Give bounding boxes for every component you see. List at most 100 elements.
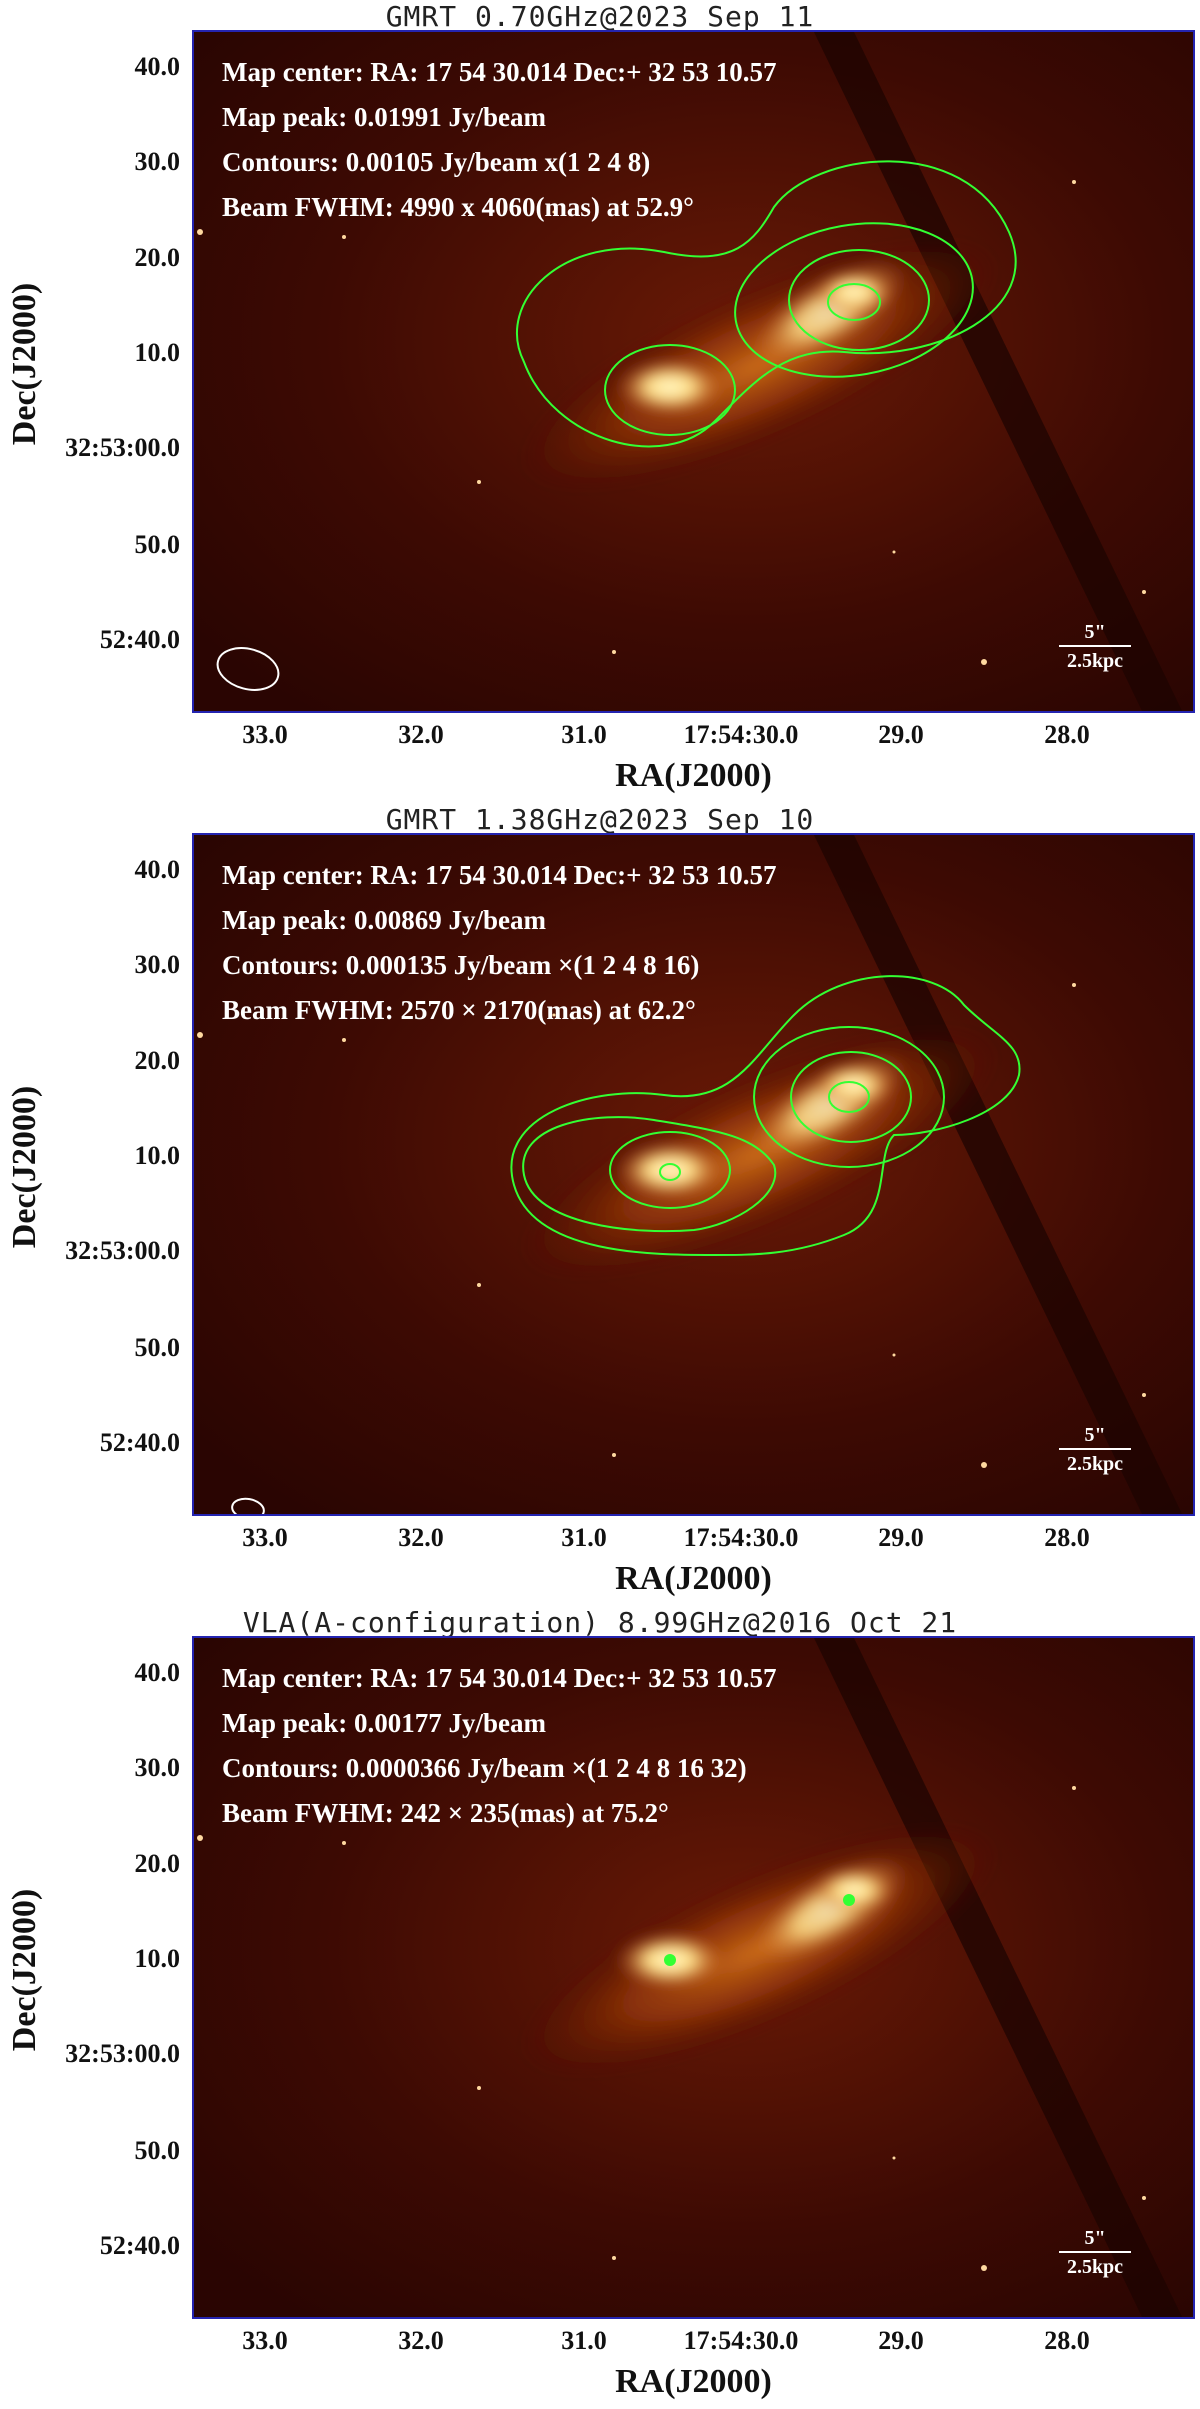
x-tick-label: 29.0 <box>878 1523 924 1552</box>
x-axis-label: RA(J2000) <box>615 757 772 794</box>
x-tick-label: 33.0 <box>242 2326 288 2355</box>
info-line-4: Beam FWHM: 4990 x 4060(mas) at 52.9° <box>222 192 694 222</box>
star-point <box>342 235 346 239</box>
x-tick-label: 29.0 <box>878 720 924 749</box>
star-point <box>981 659 987 665</box>
info-line-2: Map peak: 0.00177 Jy/beam <box>222 1708 546 1738</box>
detector-gap-stripe <box>814 1638 1183 2317</box>
galaxy-emission <box>520 1026 999 1279</box>
y-tick-label: 52:40.0 <box>99 1428 180 1457</box>
star-point <box>892 550 896 554</box>
star-point <box>1142 590 1146 594</box>
y-axis-label: Dec(J2000) <box>6 282 43 446</box>
scale-bar-length: 2.5kpc <box>1066 650 1124 672</box>
panel-title: VLA(A-configuration) 8.99GHz@2016 Oct 21 <box>242 1606 958 1639</box>
x-tick-label: 28.0 <box>1044 1523 1090 1552</box>
y-tick-label: 50.0 <box>134 1333 181 1362</box>
star-point <box>552 210 556 214</box>
y-tick-label: 50.0 <box>134 530 181 559</box>
star-point <box>477 480 481 484</box>
star-point <box>197 1032 203 1038</box>
x-tick-label: 17:54:30.0 <box>683 1523 799 1552</box>
x-tick-label: 32.0 <box>398 1523 444 1552</box>
star-point <box>1072 1786 1076 1790</box>
x-tick-label: 31.0 <box>561 2326 607 2355</box>
scale-bar-angle: 5" <box>1084 1424 1106 1446</box>
star-point <box>552 1816 556 1820</box>
y-tick-label: 10.0 <box>134 338 181 367</box>
star-point <box>1142 1393 1146 1397</box>
panel-title: GMRT 0.70GHz@2023 Sep 11 <box>385 0 815 33</box>
info-line-2: Map peak: 0.01991 Jy/beam <box>222 102 546 132</box>
star-point <box>612 2256 616 2260</box>
map-panel-2: GMRT 1.38GHz@2023 Sep 10 Map center: RA: … <box>0 803 1200 1606</box>
star-point <box>477 1283 481 1287</box>
detector-gap-stripe <box>814 32 1183 711</box>
contour-lines <box>510 975 1021 1256</box>
scale-bar-length: 2.5kpc <box>1066 1453 1124 1475</box>
y-tick-label: 32:53:00.0 <box>65 2039 180 2068</box>
star-point <box>612 1453 616 1457</box>
map-info-text: Map center: RA: 17 54 30.014 Dec:+ 32 53… <box>222 50 777 230</box>
y-tick-label: 32:53:00.0 <box>65 433 180 462</box>
info-line-2: Map peak: 0.00869 Jy/beam <box>222 905 546 935</box>
radio-map-image: Map center: RA: 17 54 30.014 Dec:+ 32 53… <box>192 833 1195 1516</box>
y-tick-label: 50.0 <box>134 2136 181 2165</box>
panel-title: GMRT 1.38GHz@2023 Sep 10 <box>385 803 815 836</box>
info-line-4: Beam FWHM: 242 × 235(mas) at 75.2° <box>222 1798 669 1828</box>
map-panel-3: VLA(A-configuration) 8.99GHz@2016 Oct 21… <box>0 1606 1200 2409</box>
star-point <box>892 1353 896 1357</box>
x-tick-label: 33.0 <box>242 720 288 749</box>
info-line-3: Contours: 0.0000366 Jy/beam ×(1 2 4 8 16… <box>222 1753 747 1783</box>
map-info-text: Map center: RA: 17 54 30.014 Dec:+ 32 53… <box>222 1656 777 1836</box>
x-tick-label: 32.0 <box>398 2326 444 2355</box>
info-line-1: Map center: RA: 17 54 30.014 Dec:+ 32 53… <box>222 57 777 87</box>
star-point <box>197 229 203 235</box>
star-point <box>342 1038 346 1042</box>
y-tick-label: 30.0 <box>134 147 181 176</box>
detector-gap-stripe <box>814 835 1183 1514</box>
x-tick-label: 29.0 <box>878 2326 924 2355</box>
scale-bar-line <box>1059 2251 1131 2253</box>
x-tick-label: 32.0 <box>398 720 444 749</box>
info-line-3: Contours: 0.00105 Jy/beam x(1 2 4 8) <box>222 147 651 177</box>
star-point <box>981 2265 987 2271</box>
beam-ellipse <box>231 1497 265 1514</box>
contour-lines <box>664 1894 855 1966</box>
star-point <box>342 1841 346 1845</box>
y-tick-label: 40.0 <box>134 855 181 884</box>
info-line-3: Contours: 0.000135 Jy/beam ×(1 2 4 8 16) <box>222 950 700 980</box>
scale-bar: 5" 2.5kpc <box>1059 622 1131 671</box>
y-tick-label: 30.0 <box>134 950 181 979</box>
map-info-text: Map center: RA: 17 54 30.014 Dec:+ 32 53… <box>222 853 777 1033</box>
scale-bar: 5" 2.5kpc <box>1059 1425 1131 1474</box>
galaxy-emission <box>520 1823 999 2077</box>
y-tick-label: 40.0 <box>134 52 181 81</box>
y-tick-label: 20.0 <box>134 243 181 272</box>
x-tick-label: 17:54:30.0 <box>683 720 799 749</box>
radio-map-image: Map center: RA: 17 54 30.014 Dec:+ 32 53… <box>192 30 1195 713</box>
info-line-1: Map center: RA: 17 54 30.014 Dec:+ 32 53… <box>222 860 777 890</box>
x-tick-label: 31.0 <box>561 1523 607 1552</box>
star-point <box>197 1835 203 1841</box>
star-point <box>1072 983 1076 987</box>
radio-map-image: Map center: RA: 17 54 30.014 Dec:+ 32 53… <box>192 1636 1195 2319</box>
y-tick-label: 30.0 <box>134 1753 181 1782</box>
x-axis-label: RA(J2000) <box>615 2363 772 2400</box>
x-tick-label: 17:54:30.0 <box>683 2326 799 2355</box>
star-point <box>477 2086 481 2090</box>
scale-bar-angle: 5" <box>1084 2227 1106 2249</box>
y-axis-label: Dec(J2000) <box>6 1085 43 1249</box>
star-point <box>552 1013 556 1017</box>
y-tick-label: 10.0 <box>134 1141 181 1170</box>
scale-bar: 5" 2.5kpc <box>1059 2228 1131 2277</box>
y-tick-label: 20.0 <box>134 1849 181 1878</box>
y-tick-label: 32:53:00.0 <box>65 1236 180 1265</box>
x-tick-label: 28.0 <box>1044 2326 1090 2355</box>
contour-lines <box>516 160 1017 448</box>
star-point <box>1142 2196 1146 2200</box>
y-tick-label: 52:40.0 <box>99 625 180 654</box>
y-axis-label: Dec(J2000) <box>6 1888 43 2052</box>
info-line-4: Beam FWHM: 2570 × 2170(mas) at 62.2° <box>222 995 696 1025</box>
info-line-1: Map center: RA: 17 54 30.014 Dec:+ 32 53… <box>222 1663 777 1693</box>
